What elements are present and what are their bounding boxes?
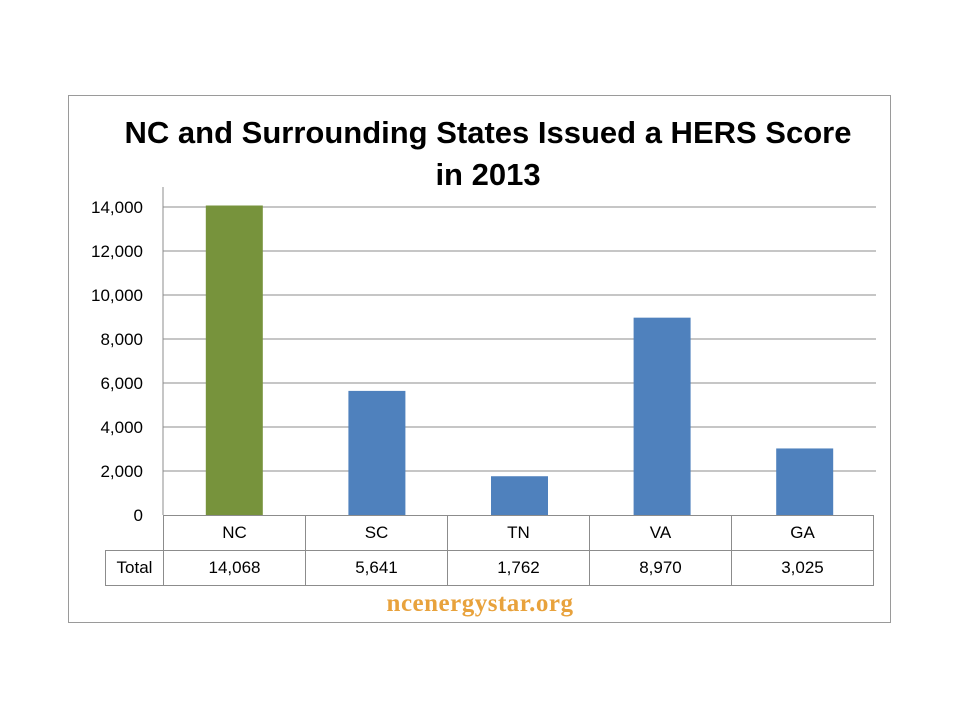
category-label-ga: GA [731, 515, 874, 551]
y-tick-label: 8,000 [100, 330, 143, 349]
chart-title-line-2: in 2013 [435, 157, 541, 192]
category-label-sc: SC [305, 515, 448, 551]
data-table: NC SC TN VA GA Total 14,068 5,641 1,762 … [105, 515, 874, 586]
chart-title-line-1: NC and Surrounding States Issued a HERS … [124, 115, 852, 150]
bar-tn [491, 476, 548, 515]
y-tick-label: 10,000 [91, 286, 143, 305]
y-tick-label: 12,000 [91, 242, 143, 261]
data-table-category-row: NC SC TN VA GA [105, 515, 874, 551]
data-table-series-name: Total [105, 550, 164, 586]
data-table-values-row: Total 14,068 5,641 1,762 8,970 3,025 [105, 550, 874, 586]
y-tick-label: 6,000 [100, 374, 143, 393]
value-label-nc: 14,068 [163, 550, 306, 586]
bar-sc [348, 390, 406, 515]
y-tick-label: 14,000 [91, 198, 143, 217]
value-label-va: 8,970 [589, 550, 732, 586]
y-tick-label: 2,000 [100, 462, 143, 481]
data-table-corner [105, 515, 164, 551]
y-tick-label: 4,000 [100, 418, 143, 437]
watermark-logo: ncenergystar.org [386, 590, 574, 617]
chart-title: NC and Surrounding States Issued a HERS … [0, 112, 960, 196]
bar-va [633, 317, 691, 515]
value-label-ga: 3,025 [731, 550, 874, 586]
bar-ga [776, 448, 834, 515]
value-label-sc: 5,641 [305, 550, 448, 586]
value-label-tn: 1,762 [447, 550, 590, 586]
category-label-va: VA [589, 515, 732, 551]
category-label-nc: NC [163, 515, 306, 551]
category-label-tn: TN [447, 515, 590, 551]
bar-nc [205, 205, 263, 515]
